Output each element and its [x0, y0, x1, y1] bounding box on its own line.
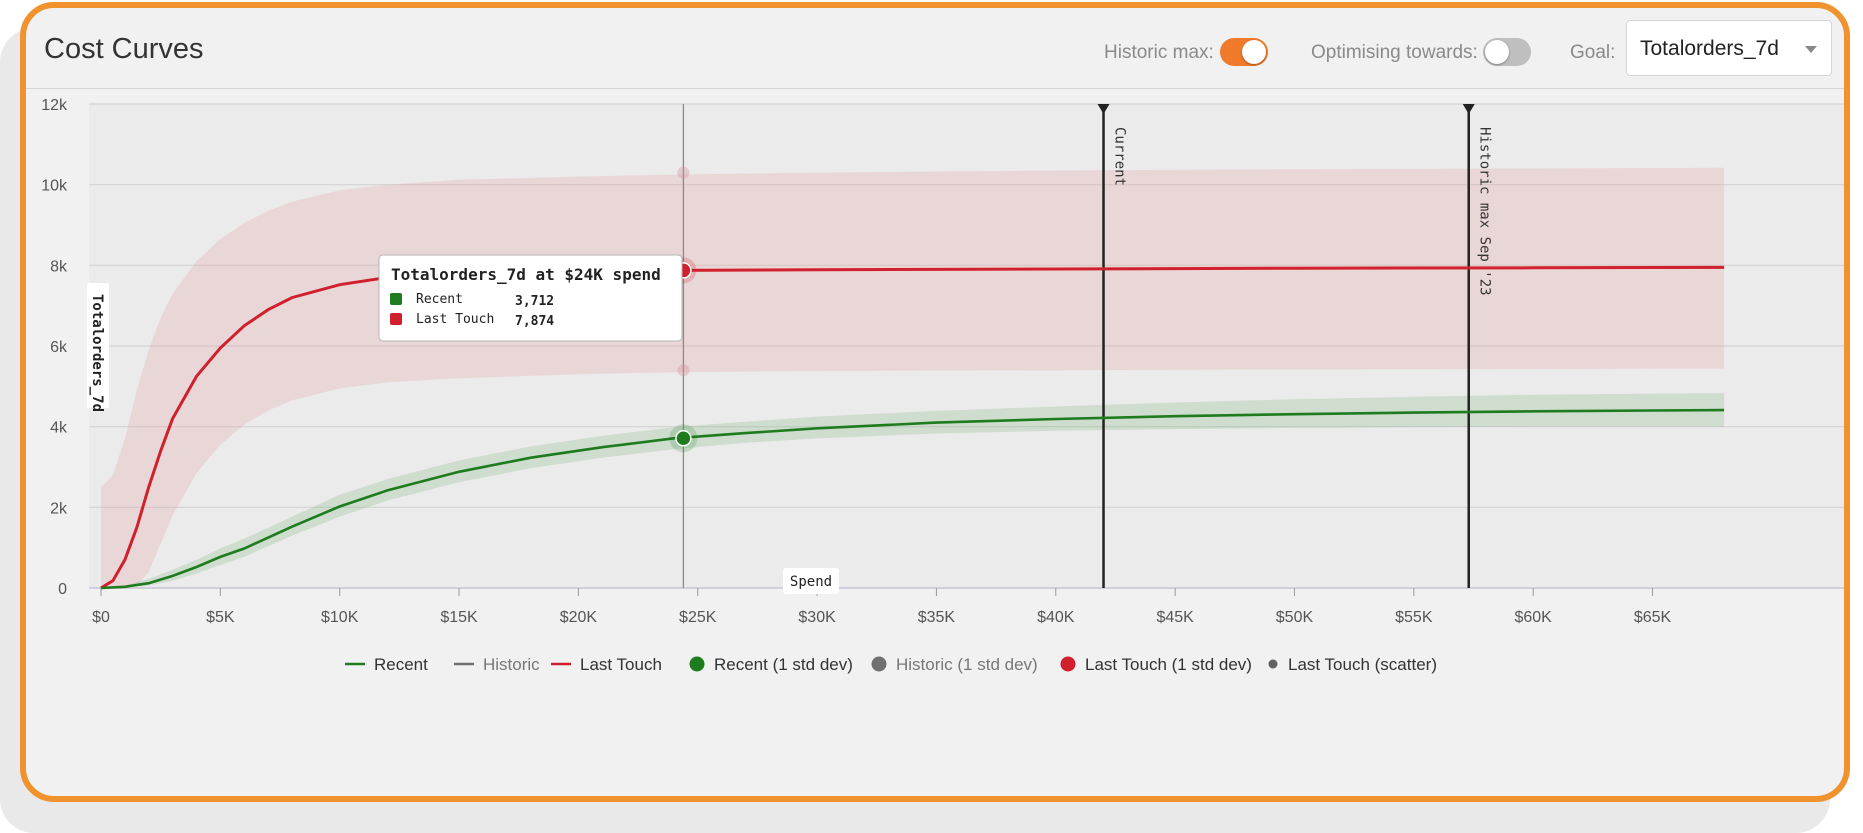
tooltip-swatch	[390, 313, 402, 325]
legend-item-label: Last Touch (scatter)	[1288, 655, 1437, 674]
y-tick-label: 8k	[50, 258, 68, 275]
goal-label: Goal:	[1570, 42, 1616, 63]
marker-label: Historic max Sep '23	[1477, 127, 1493, 296]
marker-label: Current	[1112, 127, 1128, 186]
card-header: Cost Curves Historic max: Optimising tow…	[26, 8, 1844, 89]
goal-select[interactable]: Totalorders_7d	[1626, 20, 1832, 76]
legend-item-label: Last Touch (1 std dev)	[1085, 655, 1252, 674]
last-touch-band-upper-point	[677, 166, 690, 179]
tooltip-swatch	[390, 293, 402, 305]
historic-max-toggle[interactable]	[1220, 38, 1268, 66]
x-axis-title: Spend	[790, 574, 832, 590]
x-tick-label: $45K	[1156, 609, 1194, 626]
x-tick-label: $15K	[440, 609, 478, 626]
hover-tooltip	[378, 254, 683, 342]
chevron-down-icon[interactable]	[1805, 46, 1817, 53]
x-tick-label: $65K	[1634, 609, 1672, 626]
toggle-knob	[1485, 40, 1509, 64]
optimising-towards-toggle[interactable]	[1483, 38, 1531, 66]
y-tick-label: 0	[58, 581, 67, 598]
legend-item-label: Historic (1 std dev)	[896, 655, 1038, 674]
optimising-towards-label: Optimising towards:	[1311, 42, 1478, 63]
x-tick-label: $60K	[1514, 609, 1552, 626]
legend-item-label: Last Touch	[580, 655, 662, 674]
x-tick-label: $55K	[1395, 609, 1433, 626]
x-tick-label: $40K	[1037, 609, 1075, 626]
legend-dot-icon	[1268, 659, 1278, 669]
y-tick-label: 12k	[41, 97, 68, 114]
x-axis-title-box	[783, 568, 839, 594]
legend-item-label: Recent (1 std dev)	[714, 655, 853, 674]
y-axis-title-box	[87, 283, 109, 408]
x-tick-label: $10K	[321, 609, 359, 626]
marker-triangle-icon	[1097, 104, 1110, 114]
recent-std-band	[101, 393, 1725, 588]
x-tick-label: $50K	[1276, 609, 1314, 626]
goal-select-value: Totalorders_7d	[1640, 37, 1779, 60]
x-tick-label: $25K	[679, 609, 717, 626]
legend-dot-icon	[689, 656, 705, 672]
marker-triangle-icon	[1462, 104, 1475, 114]
x-tick-label: $30K	[798, 609, 836, 626]
x-tick-label: $0	[92, 609, 110, 626]
x-tick-label: $35K	[918, 609, 956, 626]
y-tick-label: 10k	[41, 178, 68, 195]
y-tick-label: 4k	[50, 420, 68, 437]
last-touch-band-lower-point	[677, 364, 690, 377]
tooltip-series-name: Last Touch	[416, 312, 494, 327]
cost-curves-card: Cost Curves Historic max: Optimising tow…	[20, 2, 1850, 802]
legend-dot-icon	[1060, 656, 1076, 672]
toggle-knob	[1242, 40, 1266, 64]
legend-item-label: Recent	[374, 655, 428, 674]
x-tick-label: $20K	[560, 609, 598, 626]
last-touch-line	[100, 265, 1725, 590]
tooltip-value: 3,712	[515, 294, 554, 309]
tooltip-series-name: Recent	[416, 292, 463, 307]
recent-point	[675, 430, 692, 447]
legend-item-label: Historic	[483, 655, 540, 674]
tooltip-title: Totalorders_7d at $24K spend	[391, 265, 661, 284]
tooltip-value: 7,874	[515, 314, 554, 329]
legend-dot-icon	[871, 656, 887, 672]
recent-line	[100, 408, 1725, 590]
y-tick-label: 2k	[50, 500, 68, 517]
y-axis-title: Totalorders_7d	[89, 294, 105, 412]
y-tick-label: 6k	[50, 339, 68, 356]
card-title: Cost Curves	[44, 33, 204, 65]
historic-max-label: Historic max:	[1104, 42, 1214, 63]
cost-curve-chart: 0 2k 4k 6k 8k 10k 12k $0 $5K $10K $15K $20K $25K $30K…	[41, 97, 1844, 674]
x-tick-label: $5K	[206, 609, 235, 626]
